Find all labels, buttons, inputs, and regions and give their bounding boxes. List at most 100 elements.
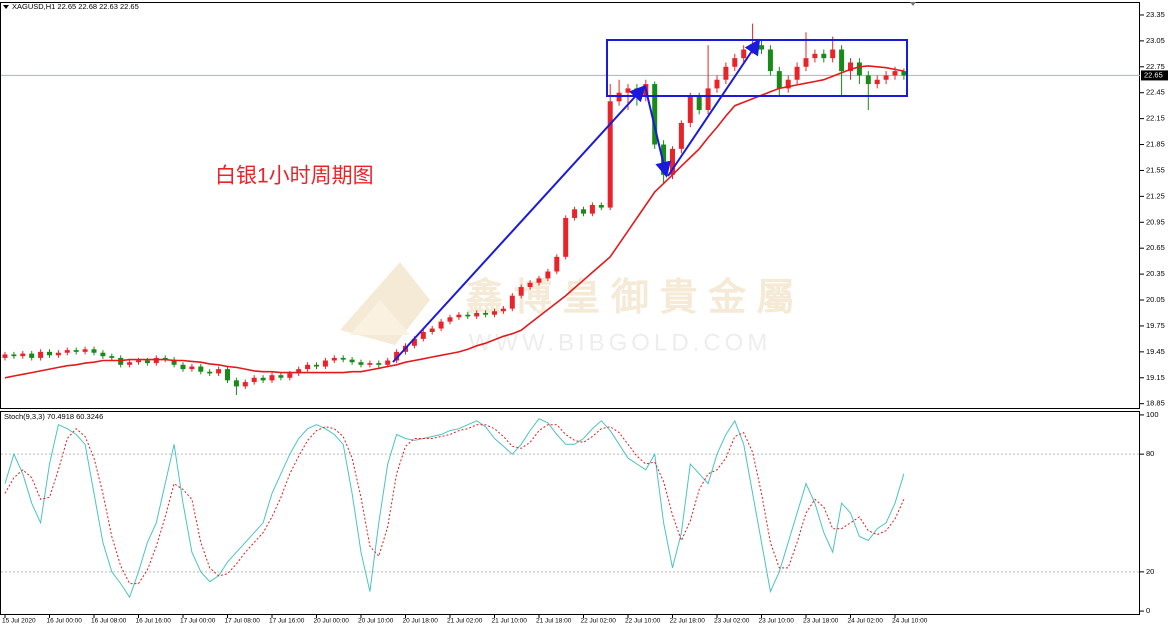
candle-body xyxy=(518,287,524,296)
candle-body xyxy=(340,357,346,360)
candle-body xyxy=(11,354,17,357)
candle-body xyxy=(260,377,266,381)
candle-body xyxy=(136,360,141,363)
x-tick-label: 23 Jul 02:00 xyxy=(714,618,750,625)
y-tick-label: 20.35 xyxy=(1146,269,1165,278)
candle-body xyxy=(287,373,293,378)
y-tick-label: 20 xyxy=(1146,567,1154,576)
last-price-box xyxy=(1141,70,1168,81)
candle-body xyxy=(198,366,204,372)
candle-body xyxy=(776,71,782,89)
candle-body xyxy=(216,369,222,374)
candle-body xyxy=(848,62,853,72)
candle-body xyxy=(830,49,836,59)
y-tick-label: 19.15 xyxy=(1146,373,1165,382)
x-tick-label: 24 Jul 10:00 xyxy=(892,618,928,625)
candle-body xyxy=(456,314,462,318)
y-tick-label: 80 xyxy=(1146,449,1154,458)
candle-body xyxy=(180,364,186,370)
candle-body xyxy=(367,363,373,365)
candle-body xyxy=(483,312,489,315)
annotation-text: 白银1小时周期图 xyxy=(215,165,374,188)
candle-body xyxy=(678,122,684,149)
trend-arrow xyxy=(392,85,646,363)
stoch-panel xyxy=(0,411,1140,615)
candle-body xyxy=(670,148,675,175)
candle-body xyxy=(127,362,133,365)
candle-body xyxy=(545,271,551,279)
x-tick-label: 15 Jul 2020 xyxy=(2,618,36,625)
candle-body xyxy=(269,375,275,381)
x-tick-label: 21 Jul 02:00 xyxy=(447,618,483,625)
candle-body xyxy=(305,364,311,370)
y-tick-label: 18.85 xyxy=(1146,399,1165,408)
candle-body xyxy=(500,308,506,312)
candle-body xyxy=(233,380,239,387)
moving-average xyxy=(4,65,905,379)
candle-body xyxy=(118,357,124,365)
y-tick-label: 23.05 xyxy=(1146,36,1165,45)
candle-body xyxy=(171,359,177,365)
x-tick-label: 22 Jul 02:00 xyxy=(581,618,617,625)
y-tick-label: 22.75 xyxy=(1146,62,1165,71)
x-tick-label: 16 Jul 08:00 xyxy=(91,618,127,625)
marks: 23.35 23.05 22.75 22.45 22.15 21.85 21.55 21.25… xyxy=(1,10,1168,625)
candle-body xyxy=(892,71,898,76)
candle-body xyxy=(714,79,720,89)
chart-title: XAGUSD,H1 22.65 22.68 22.63 22.65 xyxy=(12,2,139,11)
candle-body xyxy=(429,328,435,332)
indicator-title: Stoch(9,3,3) 70.4918 60.3246 xyxy=(4,412,103,421)
candle-body xyxy=(901,71,907,76)
candle-body xyxy=(331,357,337,361)
x-tick-label: 17 Jul 00:00 xyxy=(180,618,216,625)
candle-body xyxy=(29,353,35,358)
y-tick-label: 0 xyxy=(1146,606,1150,615)
candle-body xyxy=(394,351,400,361)
watermark-logo xyxy=(340,262,430,345)
candle-body xyxy=(242,382,248,387)
main-panel xyxy=(0,2,1140,409)
y-tick-label: 22.15 xyxy=(1146,114,1165,123)
candle-body xyxy=(278,375,284,378)
candle-body xyxy=(856,62,862,76)
y-tick-label: 22.45 xyxy=(1146,88,1165,97)
candle-body xyxy=(554,256,560,272)
candle-body xyxy=(109,356,115,358)
candle-body xyxy=(759,45,764,50)
candle-body xyxy=(563,217,569,257)
stoch-line xyxy=(4,424,905,585)
watermark-text: 鑫 博 皇 御 貴 金 屬 xyxy=(465,276,794,319)
candle-body xyxy=(696,97,702,110)
candle-body xyxy=(385,360,391,365)
candle-body xyxy=(465,314,471,317)
candle-body xyxy=(73,350,79,352)
candle-body xyxy=(153,357,159,364)
x-tick-label: 21 Jul 18:00 xyxy=(536,618,572,625)
candle-body xyxy=(376,363,382,365)
menu-arrow xyxy=(3,5,9,9)
candle-body xyxy=(527,282,533,288)
candle-body xyxy=(625,88,631,93)
candle-body xyxy=(447,317,453,322)
candle-body xyxy=(189,366,195,370)
candle-body xyxy=(785,79,791,89)
candle-body xyxy=(474,312,480,317)
candle-body xyxy=(322,360,328,367)
y-tick-label: 23.35 xyxy=(1146,10,1165,19)
candle-body xyxy=(411,338,417,346)
trend-arrow xyxy=(667,38,761,177)
y-tick-label: 19.45 xyxy=(1146,347,1165,356)
candle-body xyxy=(705,88,711,110)
candle-body xyxy=(358,362,364,365)
x-tick-label: 20 Jul 00:00 xyxy=(314,618,350,625)
candle-body xyxy=(492,311,497,315)
candle-body xyxy=(509,295,515,309)
candle-body xyxy=(296,369,302,374)
candle-body xyxy=(741,49,747,59)
candle-body xyxy=(865,75,871,85)
x-tick-label: 22 Jul 18:00 xyxy=(670,618,706,625)
y-tick-label: 21.55 xyxy=(1146,165,1165,174)
candle-body xyxy=(883,75,889,80)
x-tick-label: 23 Jul 18:00 xyxy=(803,618,839,625)
y-tick-label: 20.95 xyxy=(1146,217,1165,226)
